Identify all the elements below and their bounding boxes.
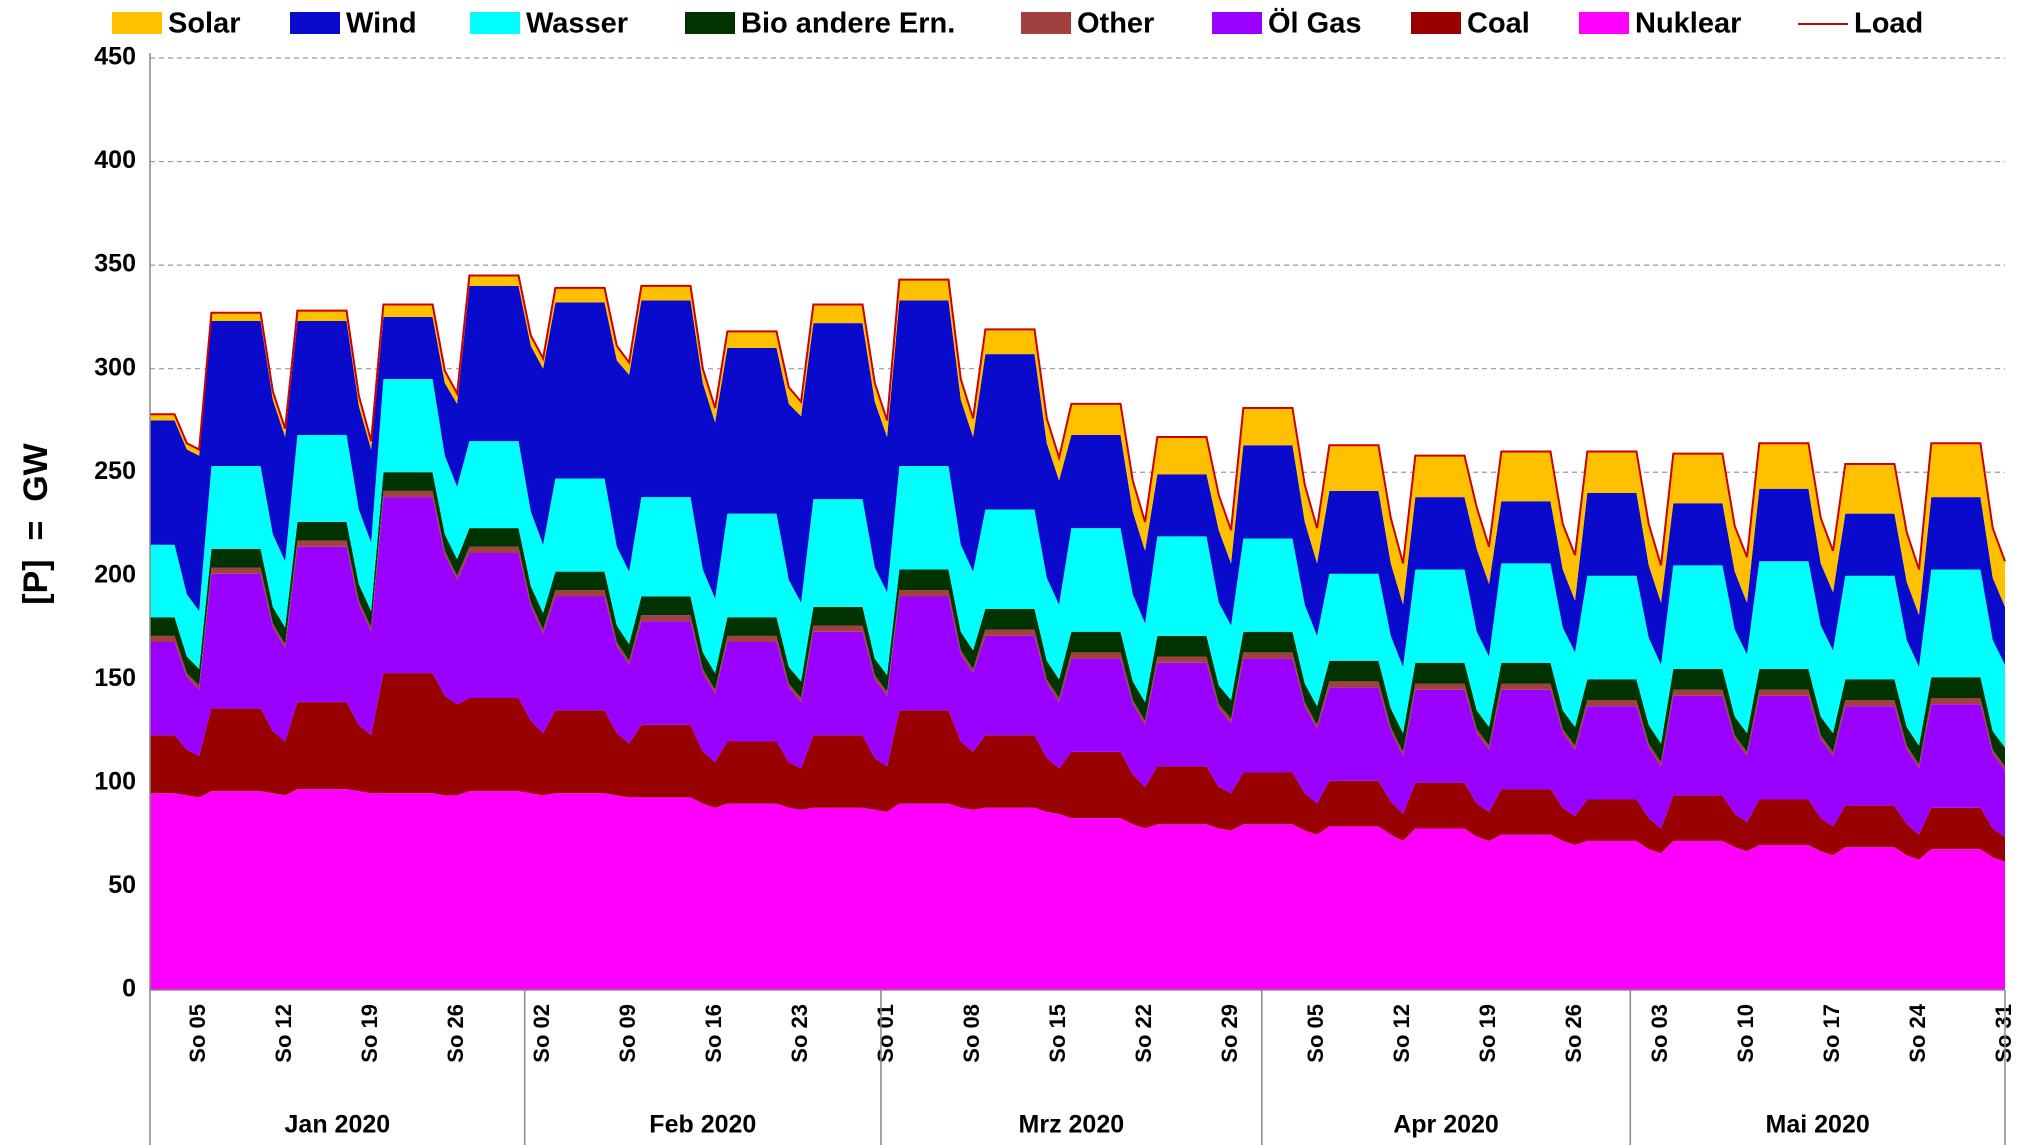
legend-swatch bbox=[470, 12, 520, 34]
legend-item: Nuklear bbox=[1579, 8, 1741, 40]
line bbox=[150, 274, 2006, 570]
x-tick-label: So 12 bbox=[271, 1004, 296, 1063]
legend-item: Other bbox=[1021, 8, 1154, 40]
legend-label: Solar bbox=[168, 8, 241, 40]
legend-label: Öl Gas bbox=[1268, 7, 1362, 40]
y-tick-label: 0 bbox=[122, 975, 136, 1003]
group-label: Apr 2020 bbox=[1393, 1111, 1499, 1139]
legend-label: Wind bbox=[346, 8, 417, 40]
x-tick-label: So 03 bbox=[1647, 1004, 1672, 1063]
x-tick-label: So 19 bbox=[1475, 1004, 1500, 1063]
legend-label: Load bbox=[1854, 8, 1923, 40]
y-tick-label: 300 bbox=[94, 353, 136, 381]
group-label: Mai 2020 bbox=[1766, 1111, 1870, 1139]
group-label: Mrz 2020 bbox=[1019, 1111, 1125, 1139]
x-tick-label: So 10 bbox=[1733, 1004, 1758, 1063]
x-tick-label: So 22 bbox=[1131, 1004, 1156, 1063]
legend-label: Bio andere Ern. bbox=[741, 8, 955, 40]
legend-swatch bbox=[1021, 12, 1071, 34]
y-tick-label: 400 bbox=[94, 146, 136, 174]
legend-item: Wasser bbox=[470, 8, 628, 40]
y-tick-label: 350 bbox=[94, 250, 136, 278]
legend-item: Bio andere Ern. bbox=[685, 8, 955, 40]
legend-item: Coal bbox=[1411, 8, 1530, 40]
area bbox=[150, 285, 2005, 667]
legend-item: Load bbox=[1798, 8, 1923, 40]
area bbox=[150, 789, 2005, 990]
x-tick-label: So 05 bbox=[185, 1004, 210, 1063]
legend-item: Wind bbox=[290, 8, 417, 40]
x-tick-label: So 19 bbox=[357, 1004, 382, 1063]
x-tick-label: So 24 bbox=[1905, 1003, 1930, 1062]
x-tick-label: So 26 bbox=[443, 1004, 468, 1063]
legend-swatch bbox=[1212, 12, 1262, 34]
x-tick-label: So 31 bbox=[1991, 1004, 2016, 1063]
area bbox=[150, 379, 2005, 748]
legend-swatch bbox=[1579, 12, 1629, 34]
x-tick-label: So 01 bbox=[873, 1004, 898, 1063]
x-tick-label: So 16 bbox=[701, 1004, 726, 1063]
legend-label: Other bbox=[1077, 8, 1154, 40]
y-tick-label: 100 bbox=[94, 767, 136, 795]
legend-label: Nuklear bbox=[1635, 8, 1741, 40]
area bbox=[150, 497, 2005, 837]
legend-swatch bbox=[290, 12, 340, 34]
legend-swatch bbox=[112, 12, 162, 34]
x-tick-label: So 05 bbox=[1303, 1004, 1328, 1063]
legend-label: Wasser bbox=[526, 8, 628, 40]
legend-item: Solar bbox=[112, 8, 241, 40]
y-tick-label: 250 bbox=[94, 457, 136, 485]
x-tick-label: So 15 bbox=[1045, 1004, 1070, 1063]
legend-label: Coal bbox=[1467, 8, 1530, 40]
x-tick-label: So 09 bbox=[615, 1004, 640, 1063]
area bbox=[150, 673, 2005, 862]
x-tick-label: So 02 bbox=[529, 1004, 554, 1063]
x-tick-label: So 12 bbox=[1389, 1004, 1414, 1063]
legend-swatch bbox=[1411, 12, 1461, 34]
y-tick-label: 450 bbox=[94, 43, 136, 71]
y-tick-label: 150 bbox=[94, 664, 136, 692]
group-label: Jan 2020 bbox=[285, 1111, 391, 1139]
x-tick-label: So 26 bbox=[1561, 1004, 1586, 1063]
x-tick-label: So 23 bbox=[787, 1004, 812, 1063]
y-tick-label: 200 bbox=[94, 560, 136, 588]
y-tick-label: 50 bbox=[108, 871, 136, 899]
legend-swatch bbox=[685, 12, 735, 34]
x-tick-label: So 17 bbox=[1819, 1004, 1844, 1063]
x-tick-label: So 29 bbox=[1217, 1004, 1242, 1063]
x-tick-label: So 08 bbox=[959, 1004, 984, 1063]
y-axis-title: [P] = GW bbox=[17, 442, 55, 604]
group-label: Feb 2020 bbox=[649, 1111, 756, 1139]
legend-item: Öl Gas bbox=[1212, 7, 1362, 40]
